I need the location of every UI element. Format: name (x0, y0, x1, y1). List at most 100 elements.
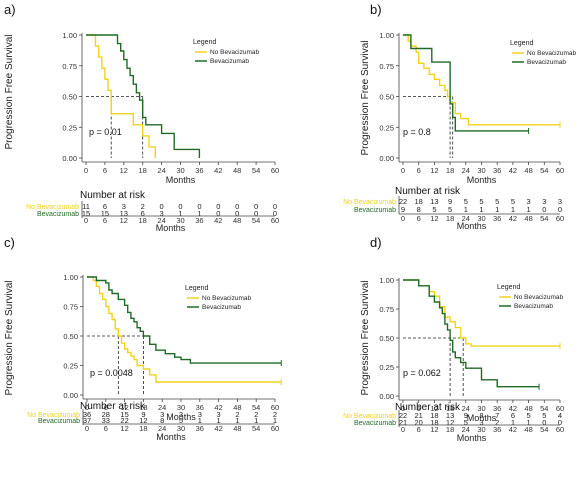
risk-value: 2 (495, 418, 499, 427)
x-axis-label: Months (467, 175, 497, 185)
x-tick-label: 6 (103, 166, 107, 175)
risk-value: 1 (178, 209, 182, 218)
risk-value: 21 (415, 411, 423, 420)
risk-value: 18 (430, 411, 438, 420)
risk-x-tick-label: 36 (196, 424, 204, 433)
risk-value: 5 (464, 197, 468, 206)
risk-row-label: Bevacizumab (354, 420, 396, 427)
legend: Legend No Bevacizumab Bevacizumab (510, 40, 577, 66)
risk-x-tick-label: 0 (84, 216, 88, 225)
risk-value: 0 (235, 209, 239, 218)
risk-value: 36 (83, 410, 91, 419)
y-tick-label: 0.75 (63, 303, 78, 312)
y-axis-label: Progression Free Survival (360, 40, 371, 155)
y-tick-label: 0.25 (379, 363, 394, 372)
y-tick-label: 0.75 (379, 62, 394, 71)
risk-x-tick-label: 18 (446, 214, 454, 223)
risk-table-title: Number at risk (395, 186, 461, 197)
risk-x-tick-label: 36 (493, 425, 501, 434)
risk-value: 5 (527, 411, 531, 420)
risk-x-tick-label: 30 (477, 425, 485, 434)
risk-x-tick-label: 54 (540, 214, 548, 223)
y-tick-label: 0.75 (379, 305, 394, 314)
risk-table-title: Number at risk (80, 190, 146, 201)
risk-x-tick-label: 42 (509, 425, 517, 434)
y-tick-label: 1.00 (62, 31, 77, 40)
x-tick-label: 12 (120, 403, 128, 412)
risk-x-tick-label: 42 (214, 424, 222, 433)
risk-value: 8 (479, 411, 483, 420)
p-value: p = 0.01 (89, 127, 122, 137)
x-tick-label: 48 (524, 166, 532, 175)
y-tick-label: 0.00 (62, 154, 77, 163)
x-tick-label: 24 (462, 404, 470, 413)
risk-value: 7 (495, 411, 499, 420)
risk-x-tick-label: 24 (462, 214, 470, 223)
km-panel-2: b) Progression Free Survival 0.00 0.25 0.50 0… (343, 2, 576, 231)
risk-x-tick-label: 60 (271, 216, 279, 225)
risk-x-tick-label: 48 (524, 214, 532, 223)
x-tick-label: 24 (158, 403, 166, 412)
risk-value: 1 (217, 416, 221, 425)
risk-x-tick-label: 0 (85, 424, 89, 433)
risk-value: 9 (141, 410, 145, 419)
y-tick-label: 0.25 (379, 123, 394, 132)
x-axis-label: Months (166, 175, 196, 185)
risk-value: 12 (139, 416, 147, 425)
y-tick-label: 0.00 (63, 391, 78, 400)
km-curve-bevacizumab (403, 34, 529, 132)
km-curve-no-bevacizumab (86, 34, 156, 158)
risk-value: 0 (558, 418, 562, 427)
risk-row-label: No Bevacizumab (343, 199, 396, 206)
risk-value: 22 (399, 411, 407, 420)
risk-value: 1 (254, 416, 258, 425)
x-tick-label: 12 (430, 166, 438, 175)
x-tick-label: 36 (196, 403, 204, 412)
risk-x-axis-label: Months (156, 223, 186, 233)
y-tick-label: 1.00 (379, 276, 394, 285)
panel-label: a) (4, 2, 16, 17)
panel-label: c) (4, 235, 15, 250)
risk-value: 3 (179, 410, 183, 419)
risk-value: 3 (160, 209, 164, 218)
x-tick-label: 30 (177, 403, 185, 412)
risk-value: 0 (254, 209, 258, 218)
risk-value: 9 (448, 197, 452, 206)
legend: Legend No Bevacizumab Bevacizumab (185, 285, 252, 311)
x-tick-label: 48 (524, 404, 532, 413)
risk-value: 1 (464, 205, 468, 214)
risk-value: 8 (160, 416, 164, 425)
x-tick-label: 24 (157, 166, 165, 175)
y-tick-label: 0.25 (62, 123, 77, 132)
x-tick-label: 18 (139, 166, 147, 175)
y-tick-label: 1.00 (379, 31, 394, 40)
risk-value: 0 (216, 209, 220, 218)
x-tick-label: 30 (477, 404, 485, 413)
risk-value: 1 (197, 209, 201, 218)
x-tick-label: 18 (446, 404, 454, 413)
risk-value: 1 (511, 205, 515, 214)
risk-value: 15 (120, 410, 128, 419)
p-value: p = 0.8 (403, 127, 431, 137)
risk-x-tick-label: 54 (540, 425, 548, 434)
risk-value: 5 (179, 416, 183, 425)
risk-value: 5 (479, 197, 483, 206)
risk-row-label: Bevacizumab (38, 418, 80, 425)
risk-x-tick-label: 12 (430, 214, 438, 223)
risk-value: 6 (511, 411, 515, 420)
risk-value: 5 (542, 411, 546, 420)
x-tick-label: 12 (430, 404, 438, 413)
risk-x-tick-label: 0 (401, 214, 405, 223)
risk-x-tick-label: 24 (158, 424, 166, 433)
x-tick-label: 54 (252, 403, 260, 412)
risk-value: 0 (558, 205, 562, 214)
risk-value: 5 (495, 197, 499, 206)
risk-value: 0 (273, 209, 277, 218)
x-tick-label: 6 (417, 166, 421, 175)
legend-entry: Bevacizumab (202, 304, 241, 311)
risk-value: 21 (399, 418, 407, 427)
km-curve-bevacizumab (86, 34, 201, 158)
y-tick-label: 0.25 (63, 362, 78, 371)
risk-value: 4 (558, 411, 562, 420)
